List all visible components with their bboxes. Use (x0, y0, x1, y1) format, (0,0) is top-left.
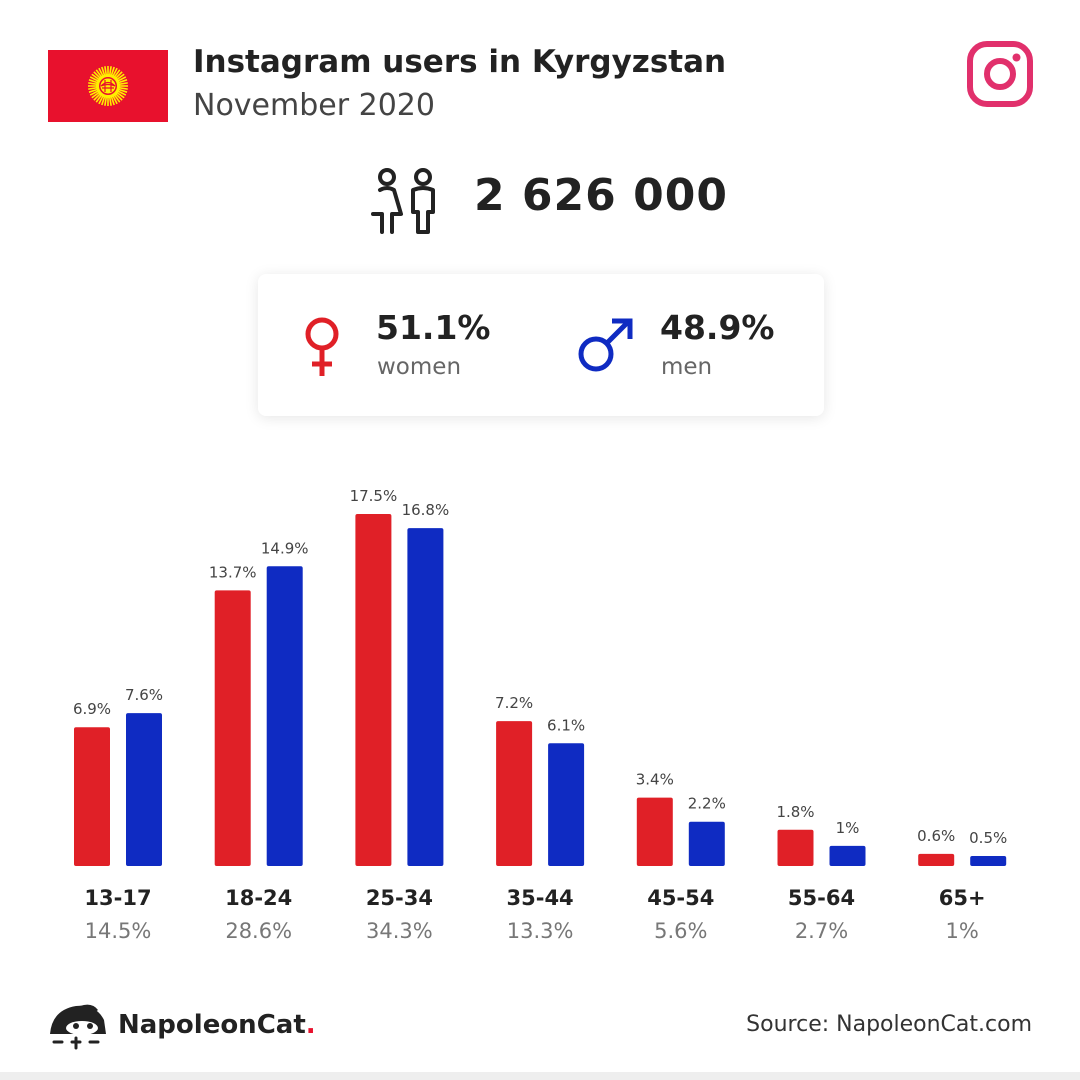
flag-sun-ray (88, 88, 98, 93)
flag-sun-ray (89, 76, 99, 82)
category-total-25-34: 34.3% (366, 919, 433, 943)
data-label-men-13-17: 7.6% (125, 686, 163, 704)
male-symbol-icon (576, 316, 636, 380)
brand-dot: . (305, 1010, 316, 1040)
flag-sun-ray (117, 76, 127, 82)
flag-sun-ray (108, 66, 112, 76)
brand-name: NapoleonCat. (118, 1010, 316, 1040)
flag-sun-ray (118, 86, 128, 90)
category-label-18-24: 18-24 (225, 886, 292, 910)
data-label-men-25-34: 16.8% (402, 501, 450, 519)
category-total-45-54: 5.6% (654, 919, 707, 943)
bar-women-25-34 (355, 514, 392, 866)
bar-men-18-24 (266, 566, 303, 866)
flag-sun-ray (104, 66, 108, 76)
flag-sun-ray (98, 67, 104, 77)
flag-sun-ray (93, 71, 101, 79)
source-note: Source: NapoleonCat.com (746, 1012, 1032, 1037)
kyrgyzstan-flag-icon (48, 50, 168, 122)
people-icon (368, 166, 444, 238)
flag-sun-ray (93, 93, 101, 101)
bar-men-13-17 (126, 713, 162, 866)
flag-sun-ray (117, 90, 127, 96)
bar-women-35-44 (496, 721, 533, 866)
flag-sun-ray (91, 91, 100, 99)
data-label-men-65+: 0.5% (969, 829, 1007, 847)
flag-sun-ray (88, 86, 98, 90)
data-label-men-18-24: 14.9% (261, 539, 309, 557)
napoleoncat-logo-icon (46, 1000, 108, 1052)
category-total-55-64: 2.7% (795, 919, 848, 943)
bar-women-45-54 (636, 797, 673, 866)
category-label-25-34: 25-34 (366, 886, 433, 910)
flag-sun-ray (95, 94, 103, 103)
flag-sun-ray (115, 93, 123, 101)
women-label: women (377, 354, 462, 380)
flag-sun-ray (104, 96, 108, 106)
flag-sun-ray (113, 69, 121, 78)
bar-women-13-17 (74, 727, 110, 866)
flag-sun-ray (89, 90, 99, 96)
data-label-women-35-44: 7.2% (495, 694, 533, 712)
bar-men-35-44 (548, 743, 585, 866)
category-total-13-17: 14.5% (85, 919, 152, 943)
data-label-women-55-64: 1.8% (776, 803, 814, 821)
women-percent: 51.1% (376, 308, 491, 347)
total-users-value: 2 626 000 (474, 170, 728, 221)
brand-name-text: NapoleonCat (118, 1010, 306, 1040)
flag-sun-ray (98, 95, 104, 105)
bar-women-55-64 (777, 829, 814, 866)
category-label-13-17: 13-17 (84, 886, 151, 910)
flag-sun-ray (110, 96, 115, 106)
flag-sun-ray (116, 73, 125, 81)
data-label-women-25-34: 17.5% (350, 487, 398, 505)
flag-sun-ray (118, 82, 128, 86)
men-percent: 48.9% (660, 308, 775, 347)
flag-sun-ray (118, 88, 128, 93)
men-label: men (661, 354, 713, 380)
bottom-divider (0, 1072, 1080, 1080)
category-label-35-44: 35-44 (507, 886, 574, 910)
category-total-35-44: 13.3% (507, 919, 574, 943)
data-label-women-65+: 0.6% (917, 827, 955, 845)
flag-sun-ray (118, 79, 128, 84)
category-label-55-64: 55-64 (788, 886, 855, 910)
bar-men-45-54 (688, 821, 725, 866)
flag-sun-ray (116, 91, 125, 99)
bar-women-65+ (918, 853, 955, 866)
instagram-logo-icon (966, 40, 1034, 108)
bar-men-55-64 (829, 845, 866, 866)
flag-sun-ray (112, 67, 118, 77)
flag-sun-ray (108, 96, 112, 106)
gender-split-card: 51.1% women 48.9% men (258, 274, 824, 416)
category-label-65+: 65+ (939, 886, 986, 910)
female-symbol-icon (302, 316, 342, 382)
data-label-men-35-44: 6.1% (547, 716, 585, 734)
flag-sun-ray (110, 66, 115, 76)
category-total-65+: 1% (946, 919, 979, 943)
flag-sun-ray (88, 79, 98, 84)
flag-sun-ray (101, 96, 106, 106)
data-label-women-18-24: 13.7% (209, 563, 257, 581)
data-label-men-45-54: 2.2% (688, 795, 726, 813)
category-total-18-24: 28.6% (225, 919, 292, 943)
flag-sun-ray (113, 94, 121, 103)
flag-sun-ray (91, 73, 100, 81)
bar-men-25-34 (407, 528, 444, 866)
flag-sun-ray (88, 82, 98, 86)
age-gender-bar-chart: 6.9% 7.6% 13-17 14.5% 13.7%14.9% 18-24 28.6% 17… (73, 487, 1007, 943)
flag-sun-ray (101, 66, 106, 76)
bar-women-18-24 (214, 590, 251, 866)
bar-men-65+ (970, 855, 1007, 866)
page-subtitle: November 2020 (193, 88, 435, 123)
flag-sun-ray (95, 69, 103, 78)
data-label-women-13-17: 6.9% (73, 700, 111, 718)
flag-sun-ray (115, 71, 123, 79)
page-title: Instagram users in Kyrgyzstan (193, 44, 727, 80)
category-label-45-54: 45-54 (647, 886, 714, 910)
flag-sun-ray (112, 95, 118, 105)
data-label-men-55-64: 1% (836, 819, 860, 837)
data-label-women-45-54: 3.4% (636, 771, 674, 789)
